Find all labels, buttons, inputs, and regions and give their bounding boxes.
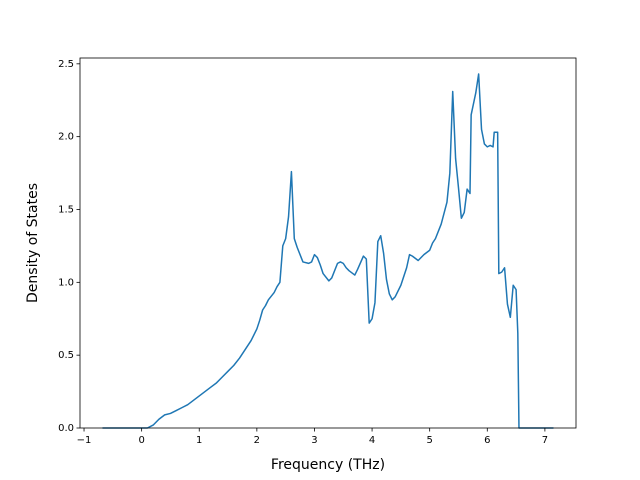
y-tick-label: 1.5 (58, 204, 74, 215)
y-tick-label: 1.0 (58, 277, 74, 288)
x-axis-label: Frequency (THz) (271, 457, 385, 473)
y-tick-label: 0.0 (58, 423, 74, 434)
y-axis-label: Density of States (25, 183, 41, 303)
x-tick-label: 7 (542, 435, 548, 446)
x-tick-label: 0 (138, 435, 144, 446)
x-tick-label: 6 (484, 435, 490, 446)
x-tick-label: −1 (77, 435, 92, 446)
x-tick-label: 3 (311, 435, 317, 446)
y-tick-label: 0.5 (58, 350, 74, 361)
y-tick-label: 2.5 (58, 59, 74, 70)
y-tick-label: 2.0 (58, 132, 74, 143)
plot-frame (79, 57, 577, 429)
x-tick-label: 4 (369, 435, 375, 446)
x-tick-label: 5 (426, 435, 432, 446)
x-tick-label: 2 (254, 435, 260, 446)
x-tick-label: 1 (196, 435, 202, 446)
line (102, 73, 554, 429)
